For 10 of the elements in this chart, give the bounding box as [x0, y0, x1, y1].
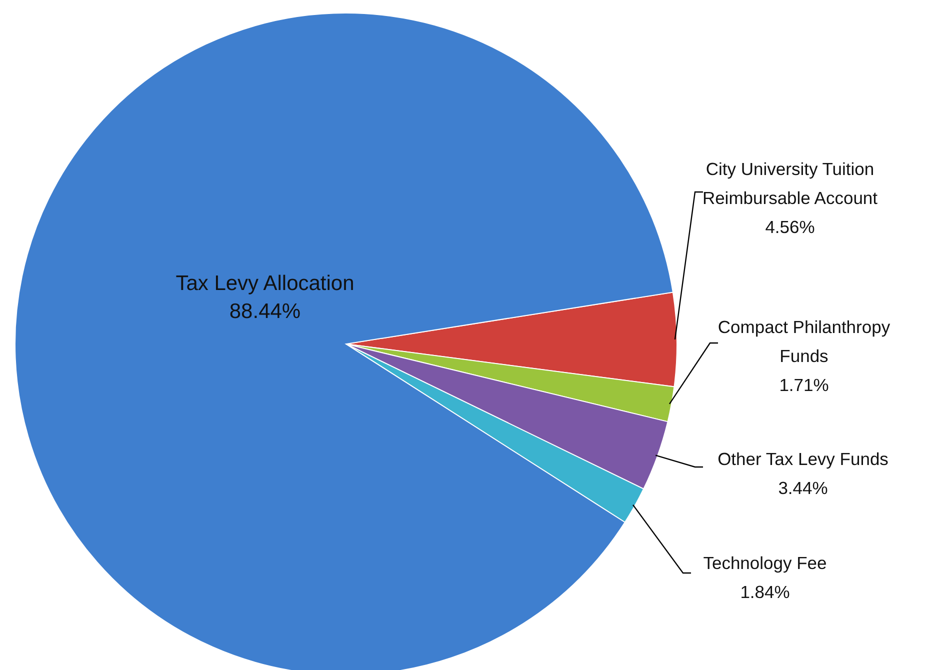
slice-label: Tax Levy Allocation — [176, 272, 354, 295]
data-label: 4.56% — [765, 217, 815, 237]
slice-label: Other Tax Levy Funds — [718, 449, 889, 469]
data-label: 1.71% — [779, 375, 829, 395]
data-label: 3.44% — [778, 478, 828, 498]
slice-label: City University Tuition Reimbursable Account — [702, 159, 878, 208]
slice-label: Compact Philanthropy Funds — [718, 317, 890, 366]
data-label: 88.44% — [229, 300, 301, 323]
data-label: 1.84% — [740, 582, 790, 602]
slice-label: Technology Fee — [703, 553, 827, 573]
